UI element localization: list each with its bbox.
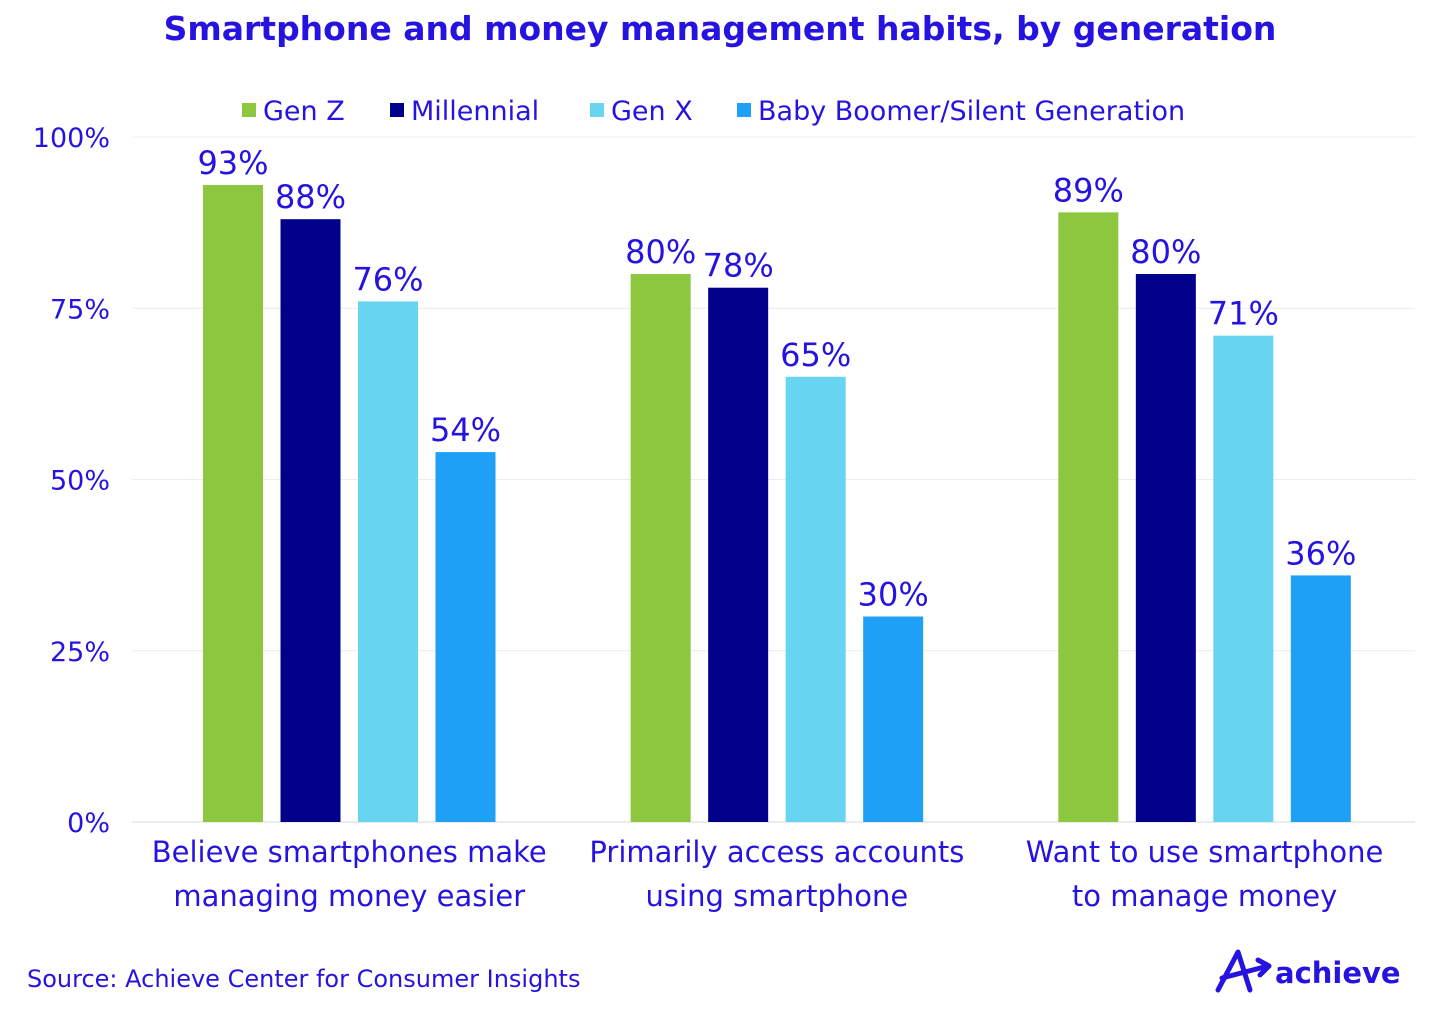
x-category-label: Believe smartphones make [152, 835, 547, 869]
y-tick-label: 75% [50, 294, 110, 325]
bar [280, 219, 341, 822]
bar [203, 184, 263, 822]
y-tick-label: 100% [33, 123, 110, 154]
data-label: 65% [780, 336, 851, 374]
legend-swatch [737, 103, 751, 117]
data-label: 71% [1208, 295, 1279, 333]
data-label: 80% [625, 233, 696, 271]
achieve-logo: achieve [1215, 949, 1401, 993]
legend-label: Millennial [411, 96, 539, 127]
x-axis: Believe smartphones make managing money e… [152, 835, 1384, 913]
data-label: 93% [197, 144, 268, 182]
legend-swatch [242, 103, 256, 117]
x-category-label: managing money easier [173, 879, 525, 913]
chart-title: Smartphone and money management habits, … [164, 9, 1277, 48]
bars [203, 184, 1351, 823]
grid [132, 136, 1415, 823]
data-labels: 93%80%89%88%78% 80%76%65%71%54%30%36% [197, 144, 1356, 614]
bar [630, 274, 691, 822]
legend-swatch [590, 103, 604, 117]
data-label: 80% [1130, 233, 1201, 271]
bar [708, 287, 769, 822]
bar [435, 452, 496, 822]
x-category-label: Want to use smartphone [1026, 835, 1384, 869]
data-label: 76% [352, 260, 423, 298]
achieve-a-arrow-icon [1215, 949, 1272, 993]
data-label: 78% [703, 247, 774, 285]
x-category-label: to manage money [1072, 879, 1337, 913]
y-tick-label: 50% [50, 466, 110, 497]
y-tick-label: 0% [67, 808, 110, 839]
legend-label: Gen X [611, 96, 693, 127]
bar [1135, 274, 1196, 822]
y-tick-label: 25% [50, 637, 110, 668]
bar [863, 616, 924, 822]
bar [785, 376, 846, 822]
legend-label: Baby Boomer/Silent Generation [758, 96, 1185, 127]
data-label: 36% [1285, 534, 1356, 572]
x-category-label: Primarily access accounts [589, 835, 964, 869]
legend-label: Gen Z [263, 96, 345, 127]
bar [358, 301, 418, 822]
achieve-logo-text: achieve [1275, 956, 1401, 990]
data-label: 30% [858, 576, 929, 614]
data-label: 89% [1053, 171, 1124, 209]
data-label: 88% [275, 178, 346, 216]
x-category-label: using smartphone [646, 879, 909, 913]
y-axis: 0% 25% 50% 75% 100% [33, 123, 110, 839]
bar [1058, 212, 1119, 823]
bar [1213, 335, 1274, 822]
data-label: 54% [430, 411, 501, 449]
bar [1290, 575, 1351, 822]
source-note: Source: Achieve Center for Consumer Insi… [27, 965, 580, 993]
legend-swatch [390, 103, 404, 117]
legend: Gen Z Millennial Gen X Baby Boomer/Silent G… [242, 96, 1185, 127]
